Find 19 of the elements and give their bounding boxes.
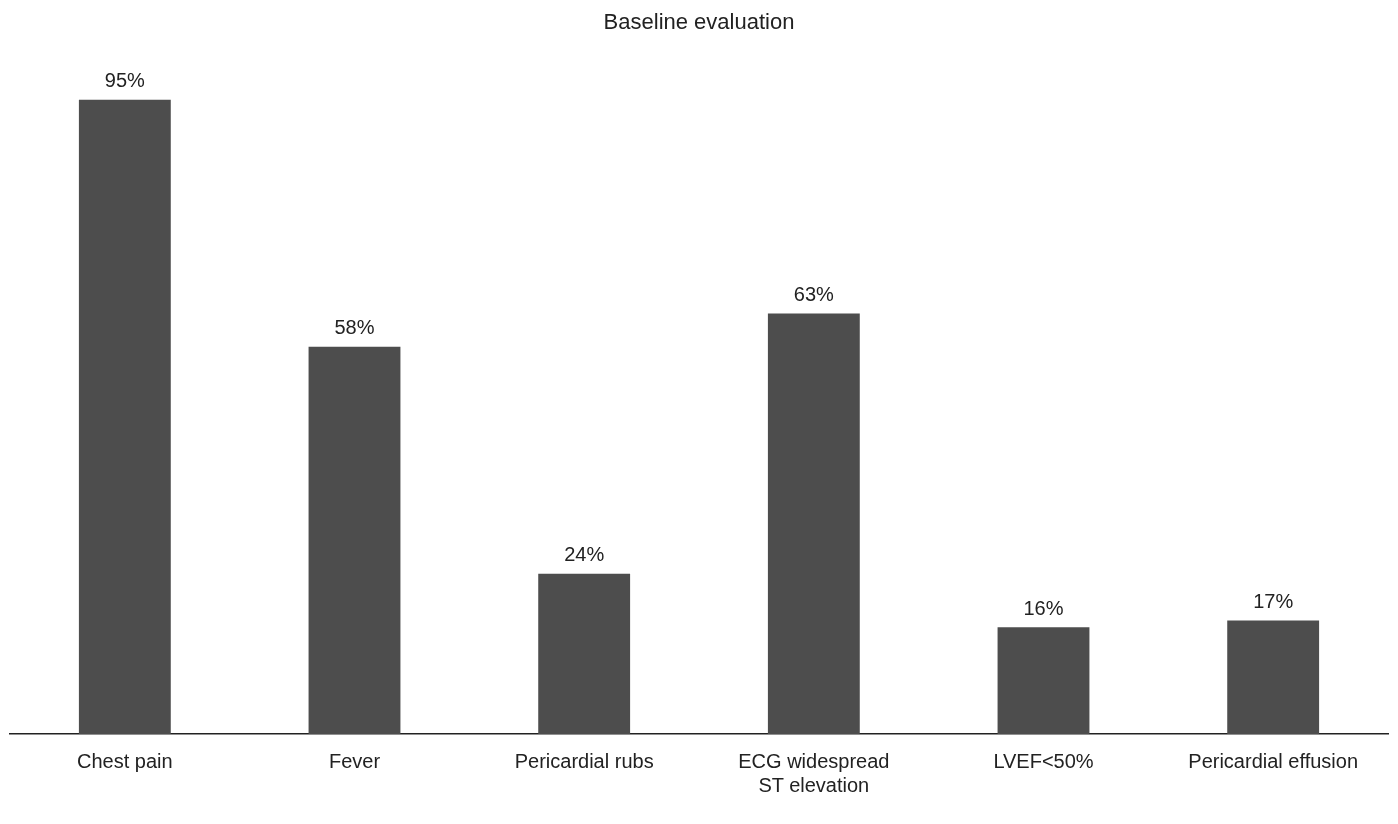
x-tick-label: ECG widespread ST elevation bbox=[738, 749, 890, 796]
x-tick-label: Chest pain bbox=[77, 749, 173, 772]
bar bbox=[78, 99, 171, 734]
bar bbox=[538, 573, 631, 734]
data-label: 17% bbox=[1253, 590, 1294, 613]
x-tick-label: LVEF<50% bbox=[993, 749, 1094, 772]
data-label: 95% bbox=[104, 69, 146, 92]
data-label: 16% bbox=[1023, 596, 1064, 619]
bar bbox=[767, 313, 860, 734]
x-tick-label: Fever bbox=[328, 749, 381, 772]
data-label: 24% bbox=[564, 543, 605, 566]
x-tick-label: Pericardial effusion bbox=[1188, 749, 1359, 772]
bar bbox=[997, 627, 1090, 734]
data-label: 58% bbox=[334, 316, 375, 339]
bar bbox=[308, 346, 401, 734]
data-label: 63% bbox=[793, 282, 835, 305]
chart-title: Baseline evaluation bbox=[603, 9, 795, 35]
x-tick-label: Pericardial rubs bbox=[514, 749, 654, 772]
bar bbox=[1227, 620, 1320, 734]
